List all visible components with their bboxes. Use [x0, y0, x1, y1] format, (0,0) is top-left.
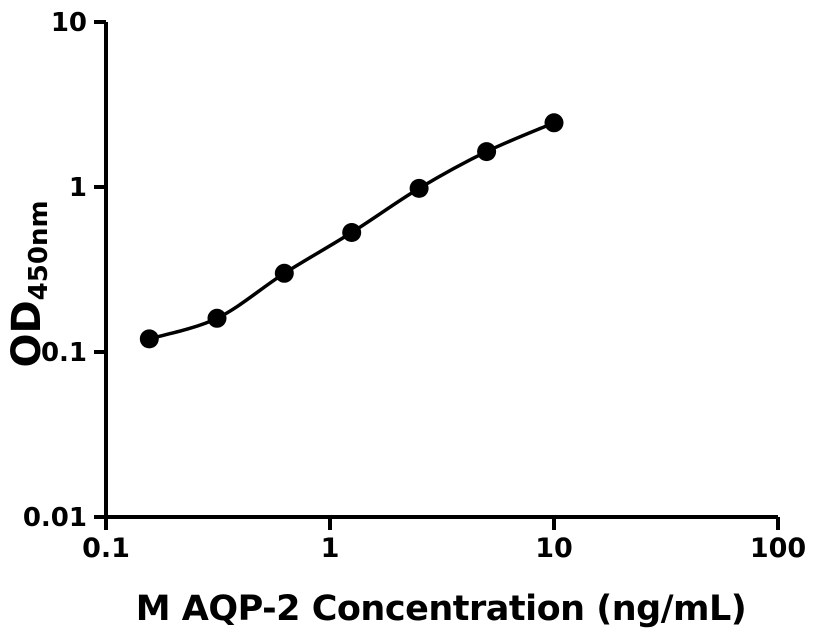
x-tick-label: 100: [750, 533, 806, 564]
x-tick-label: 0.1: [82, 533, 130, 564]
y-axis-title-main: OD: [4, 300, 50, 367]
y-tick-label: 10: [51, 8, 87, 38]
data-point: [409, 178, 429, 198]
axis-ticks: [94, 20, 780, 530]
x-axis-title-text: M AQP-2 Concentration (ng/mL): [136, 589, 747, 629]
data-point: [139, 329, 159, 349]
data-point: [207, 308, 227, 328]
x-axis-title: M AQP-2 Concentration (ng/mL): [136, 589, 747, 629]
data-point: [544, 113, 564, 133]
y-tick-label: 0.1: [41, 338, 87, 368]
x-tick-label: 1: [321, 533, 340, 564]
data-point: [477, 142, 497, 162]
data-point: [342, 223, 362, 242]
data-point: [274, 263, 294, 283]
y-tick-label: 0.01: [23, 503, 87, 533]
y-axis-title: OD450nm: [4, 200, 54, 367]
x-tick-label: 10: [535, 533, 573, 564]
axes: [104, 22, 778, 519]
y-tick-label: 1: [69, 173, 87, 203]
data-series: [139, 113, 564, 349]
y-axis-title-subscript: 450nm: [24, 200, 54, 300]
axis-spines: [104, 22, 778, 519]
